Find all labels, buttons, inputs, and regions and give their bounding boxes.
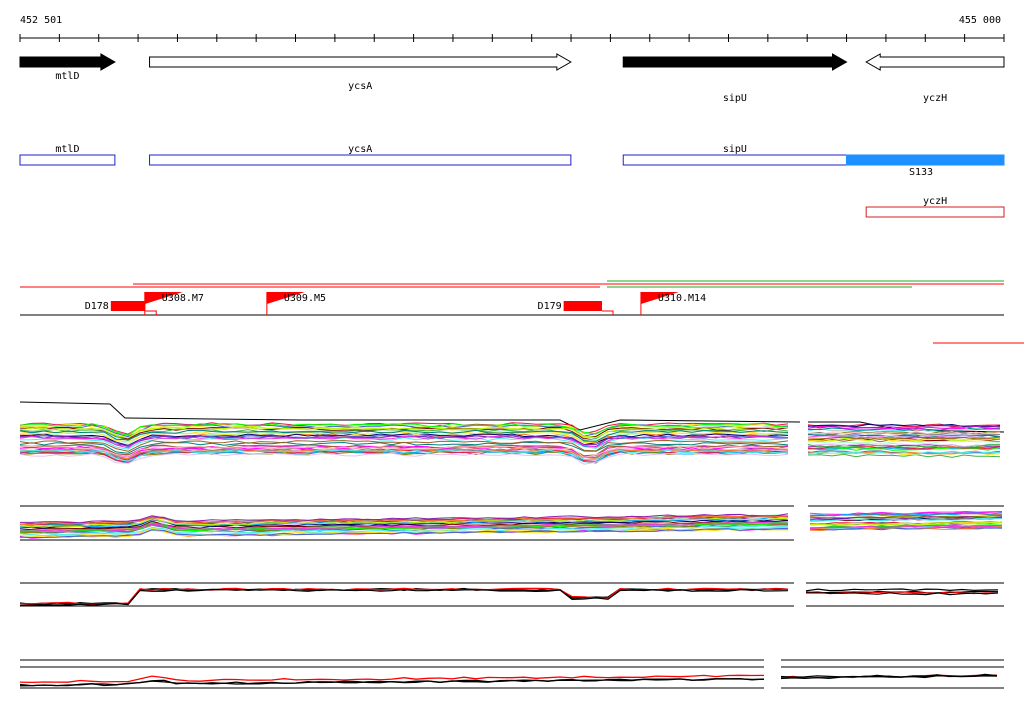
expression-trace — [807, 440, 1001, 445]
promoter-flag-U308.M7[interactable] — [144, 292, 183, 304]
terminator-hairpin — [145, 310, 157, 315]
expression-trace — [19, 439, 789, 452]
promoter-label: U308.M7 — [162, 293, 204, 304]
expression-trace — [19, 426, 789, 440]
expression-trace — [807, 437, 1001, 442]
expression-trace — [805, 588, 999, 592]
gene-label: sipU — [723, 93, 747, 104]
terminator-label: D178 — [85, 301, 109, 312]
expression-trace — [19, 521, 789, 532]
expression-trace — [809, 522, 1003, 526]
expression-trace — [19, 435, 789, 449]
expression-panel-black-red-bottom — [19, 659, 1004, 689]
panel-1-top-trace — [19, 401, 801, 431]
promoter-label: U310.M14 — [658, 293, 706, 304]
expression-trace — [807, 431, 1001, 436]
expression-panel-colored-top — [19, 401, 1005, 465]
gene-arrow-mtlD[interactable] — [19, 53, 116, 71]
transcript-label: mtlD — [55, 144, 79, 155]
transcript-track: mtlD ycsA sipU S133 yczH — [19, 144, 1005, 218]
expression-trace — [19, 527, 789, 538]
expression-trace — [807, 444, 1000, 448]
expression-trace — [807, 436, 1001, 441]
feature-marks: D178 U308.M7 U309.M5 D179 U310.M14 — [85, 292, 706, 315]
coordinate-ruler: 452 501 455 000 — [19, 15, 1005, 42]
ruler-ticks — [19, 34, 1005, 42]
expression-trace — [19, 587, 789, 605]
expression-trace — [19, 674, 765, 684]
expression-trace — [19, 429, 789, 442]
transcript-label: ycsA — [348, 144, 372, 155]
expression-trace — [807, 442, 1001, 448]
expression-trace — [19, 445, 789, 458]
expression-trace — [809, 512, 1003, 517]
gene-label: yczH — [923, 93, 947, 104]
transcript-box-mtlD[interactable] — [19, 154, 116, 166]
expression-trace — [807, 425, 1001, 430]
feature-track: D178 U308.M7 U309.M5 D179 U310.M14 — [20, 280, 1024, 344]
gene-arrow-yczH[interactable] — [865, 53, 1005, 71]
expression-trace — [19, 588, 789, 607]
expression-trace — [19, 448, 789, 460]
transcript-label: sipU — [723, 144, 747, 155]
expression-trace — [807, 453, 1001, 458]
transcript-label: S133 — [909, 167, 933, 178]
expression-trace — [807, 450, 1001, 455]
expression-trace — [19, 449, 789, 462]
gene-arrow-sipU[interactable] — [622, 53, 848, 71]
expression-trace — [19, 451, 789, 464]
transcript-box-yczH[interactable] — [865, 206, 1005, 218]
expression-trace — [19, 677, 765, 687]
expression-trace — [780, 675, 998, 680]
expression-trace — [20, 513, 789, 524]
expression-trace — [809, 526, 1003, 531]
terminator-D178[interactable] — [110, 301, 146, 311]
expression-trace — [807, 435, 1001, 439]
expression-trace — [809, 516, 1003, 520]
expression-trace — [19, 525, 789, 536]
expression-trace — [19, 422, 789, 436]
gene-arrow-ycsA[interactable] — [149, 53, 572, 71]
gene-label: ycsA — [348, 81, 372, 92]
ruler-start-label: 452 501 — [20, 15, 62, 26]
expression-trace — [19, 452, 789, 465]
promoter-label: U309.M5 — [284, 293, 326, 304]
expression-trace — [807, 446, 1001, 451]
expression-trace — [805, 592, 999, 596]
expression-trace — [19, 515, 789, 526]
expression-trace — [19, 433, 789, 446]
expression-trace — [19, 430, 789, 443]
expression-trace — [809, 517, 1003, 522]
terminator-hairpin — [601, 310, 614, 315]
terminator-label: D179 — [538, 301, 562, 312]
expression-trace — [809, 524, 1003, 530]
promoter-flag-U310.M14[interactable] — [640, 292, 679, 304]
transcript-box-ycsA[interactable] — [149, 154, 572, 166]
expression-trace — [19, 426, 789, 439]
transcript-label: yczH — [923, 196, 947, 207]
promoter-flag-U309.M5[interactable] — [266, 292, 305, 304]
transcript-box-sipU[interactable] — [622, 154, 847, 166]
transcript-box-S133[interactable] — [845, 154, 1005, 166]
expression-panel-black-red-top — [19, 582, 1004, 607]
expression-trace — [807, 425, 1001, 429]
terminator-D179[interactable] — [563, 301, 602, 311]
expression-panel-colored-bottom — [19, 505, 1004, 541]
expression-trace — [19, 678, 765, 687]
gene-label: mtlD — [55, 71, 79, 82]
gene-track: mtlD ycsA sipU yczH — [19, 53, 1005, 104]
ruler-end-label: 455 000 — [959, 15, 1001, 26]
expression-trace — [19, 517, 789, 528]
